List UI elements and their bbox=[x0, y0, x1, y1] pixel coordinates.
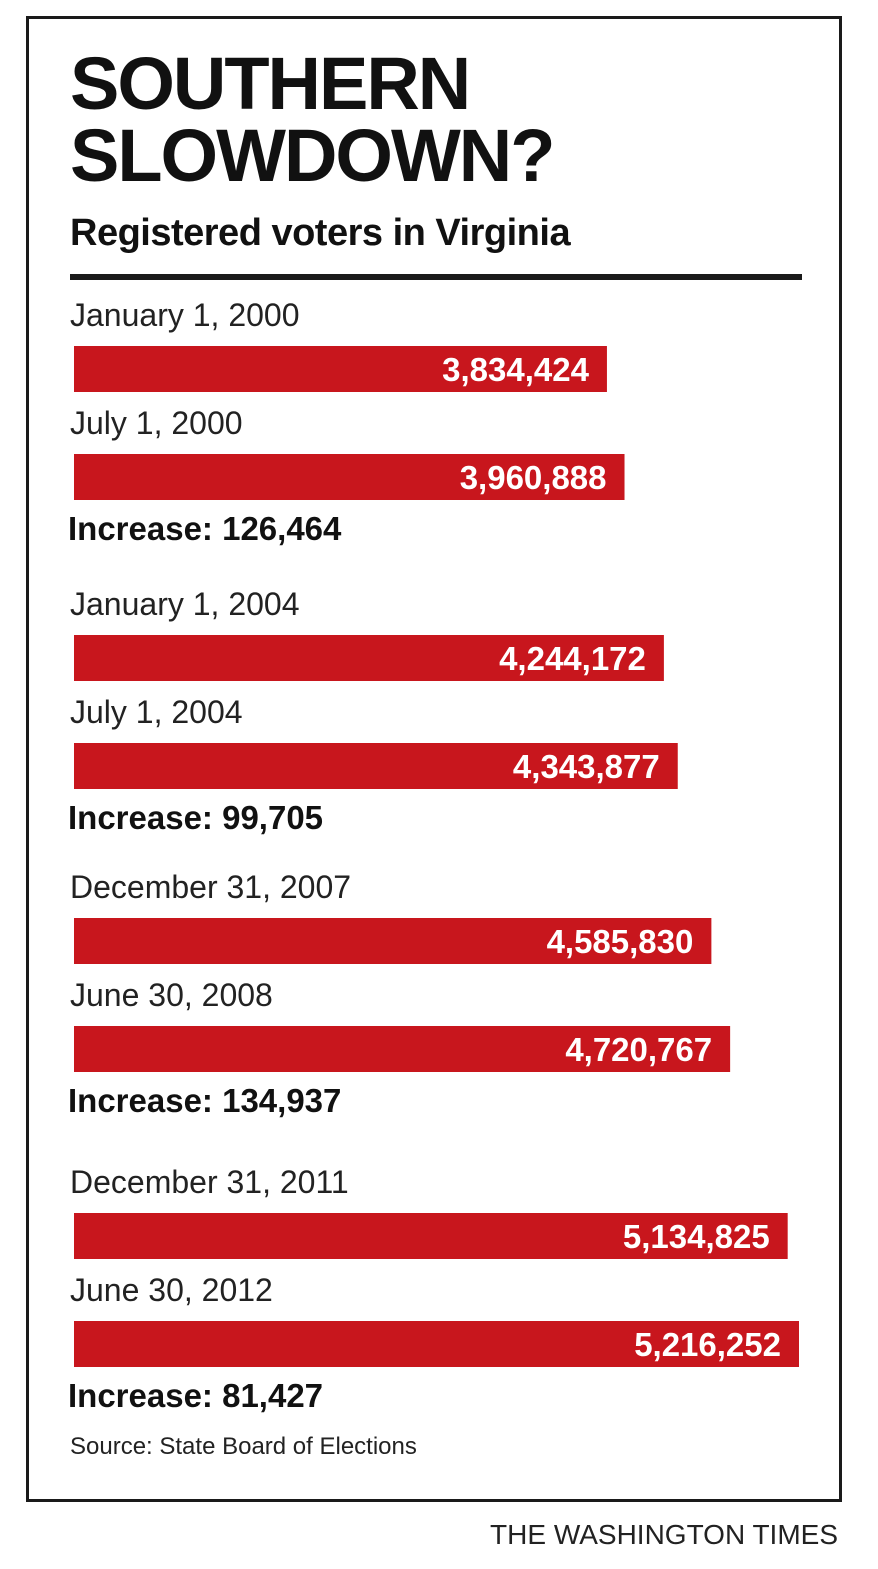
publisher-credit: THE WASHINGTON TIMES bbox=[490, 1519, 838, 1550]
bar-value-label: 4,343,877 bbox=[513, 748, 660, 785]
bar bbox=[74, 1026, 731, 1072]
date-label: June 30, 2012 bbox=[70, 1272, 273, 1308]
date-label: June 30, 2008 bbox=[70, 977, 273, 1013]
chart-subtitle: Registered voters in Virginia bbox=[70, 212, 571, 254]
bar-value-label: 4,244,172 bbox=[499, 640, 646, 677]
bar-value-label: 4,720,767 bbox=[565, 1031, 712, 1068]
bar bbox=[74, 1321, 799, 1367]
date-label: January 1, 2004 bbox=[70, 586, 300, 622]
increase-label: Increase: 126,464 bbox=[68, 510, 342, 547]
bar-value-label: 4,585,830 bbox=[547, 923, 694, 960]
increase-label: Increase: 81,427 bbox=[68, 1377, 323, 1414]
date-label: December 31, 2011 bbox=[70, 1164, 349, 1200]
chart-frame bbox=[26, 16, 842, 1502]
bar bbox=[74, 454, 625, 500]
bar-value-label: 3,834,424 bbox=[442, 351, 589, 388]
increase-label: Increase: 134,937 bbox=[68, 1082, 341, 1119]
bar bbox=[74, 743, 678, 789]
increase-label: Increase: 99,705 bbox=[68, 799, 323, 836]
date-label: July 1, 2000 bbox=[70, 405, 243, 441]
bar bbox=[74, 1213, 788, 1259]
chart-title: SOUTHERN SLOWDOWN? bbox=[70, 42, 555, 197]
bar bbox=[74, 635, 664, 681]
bar-value-label: 5,134,825 bbox=[623, 1218, 770, 1255]
bar-value-label: 5,216,252 bbox=[634, 1326, 781, 1363]
bar-value-label: 3,960,888 bbox=[460, 459, 607, 496]
source-note: Source: State Board of Elections bbox=[70, 1433, 417, 1460]
title-rule bbox=[70, 274, 802, 280]
date-label: January 1, 2000 bbox=[70, 297, 300, 333]
bar bbox=[74, 918, 712, 964]
date-label: December 31, 2007 bbox=[70, 869, 351, 905]
bar bbox=[74, 346, 607, 392]
date-label: July 1, 2004 bbox=[70, 694, 243, 730]
